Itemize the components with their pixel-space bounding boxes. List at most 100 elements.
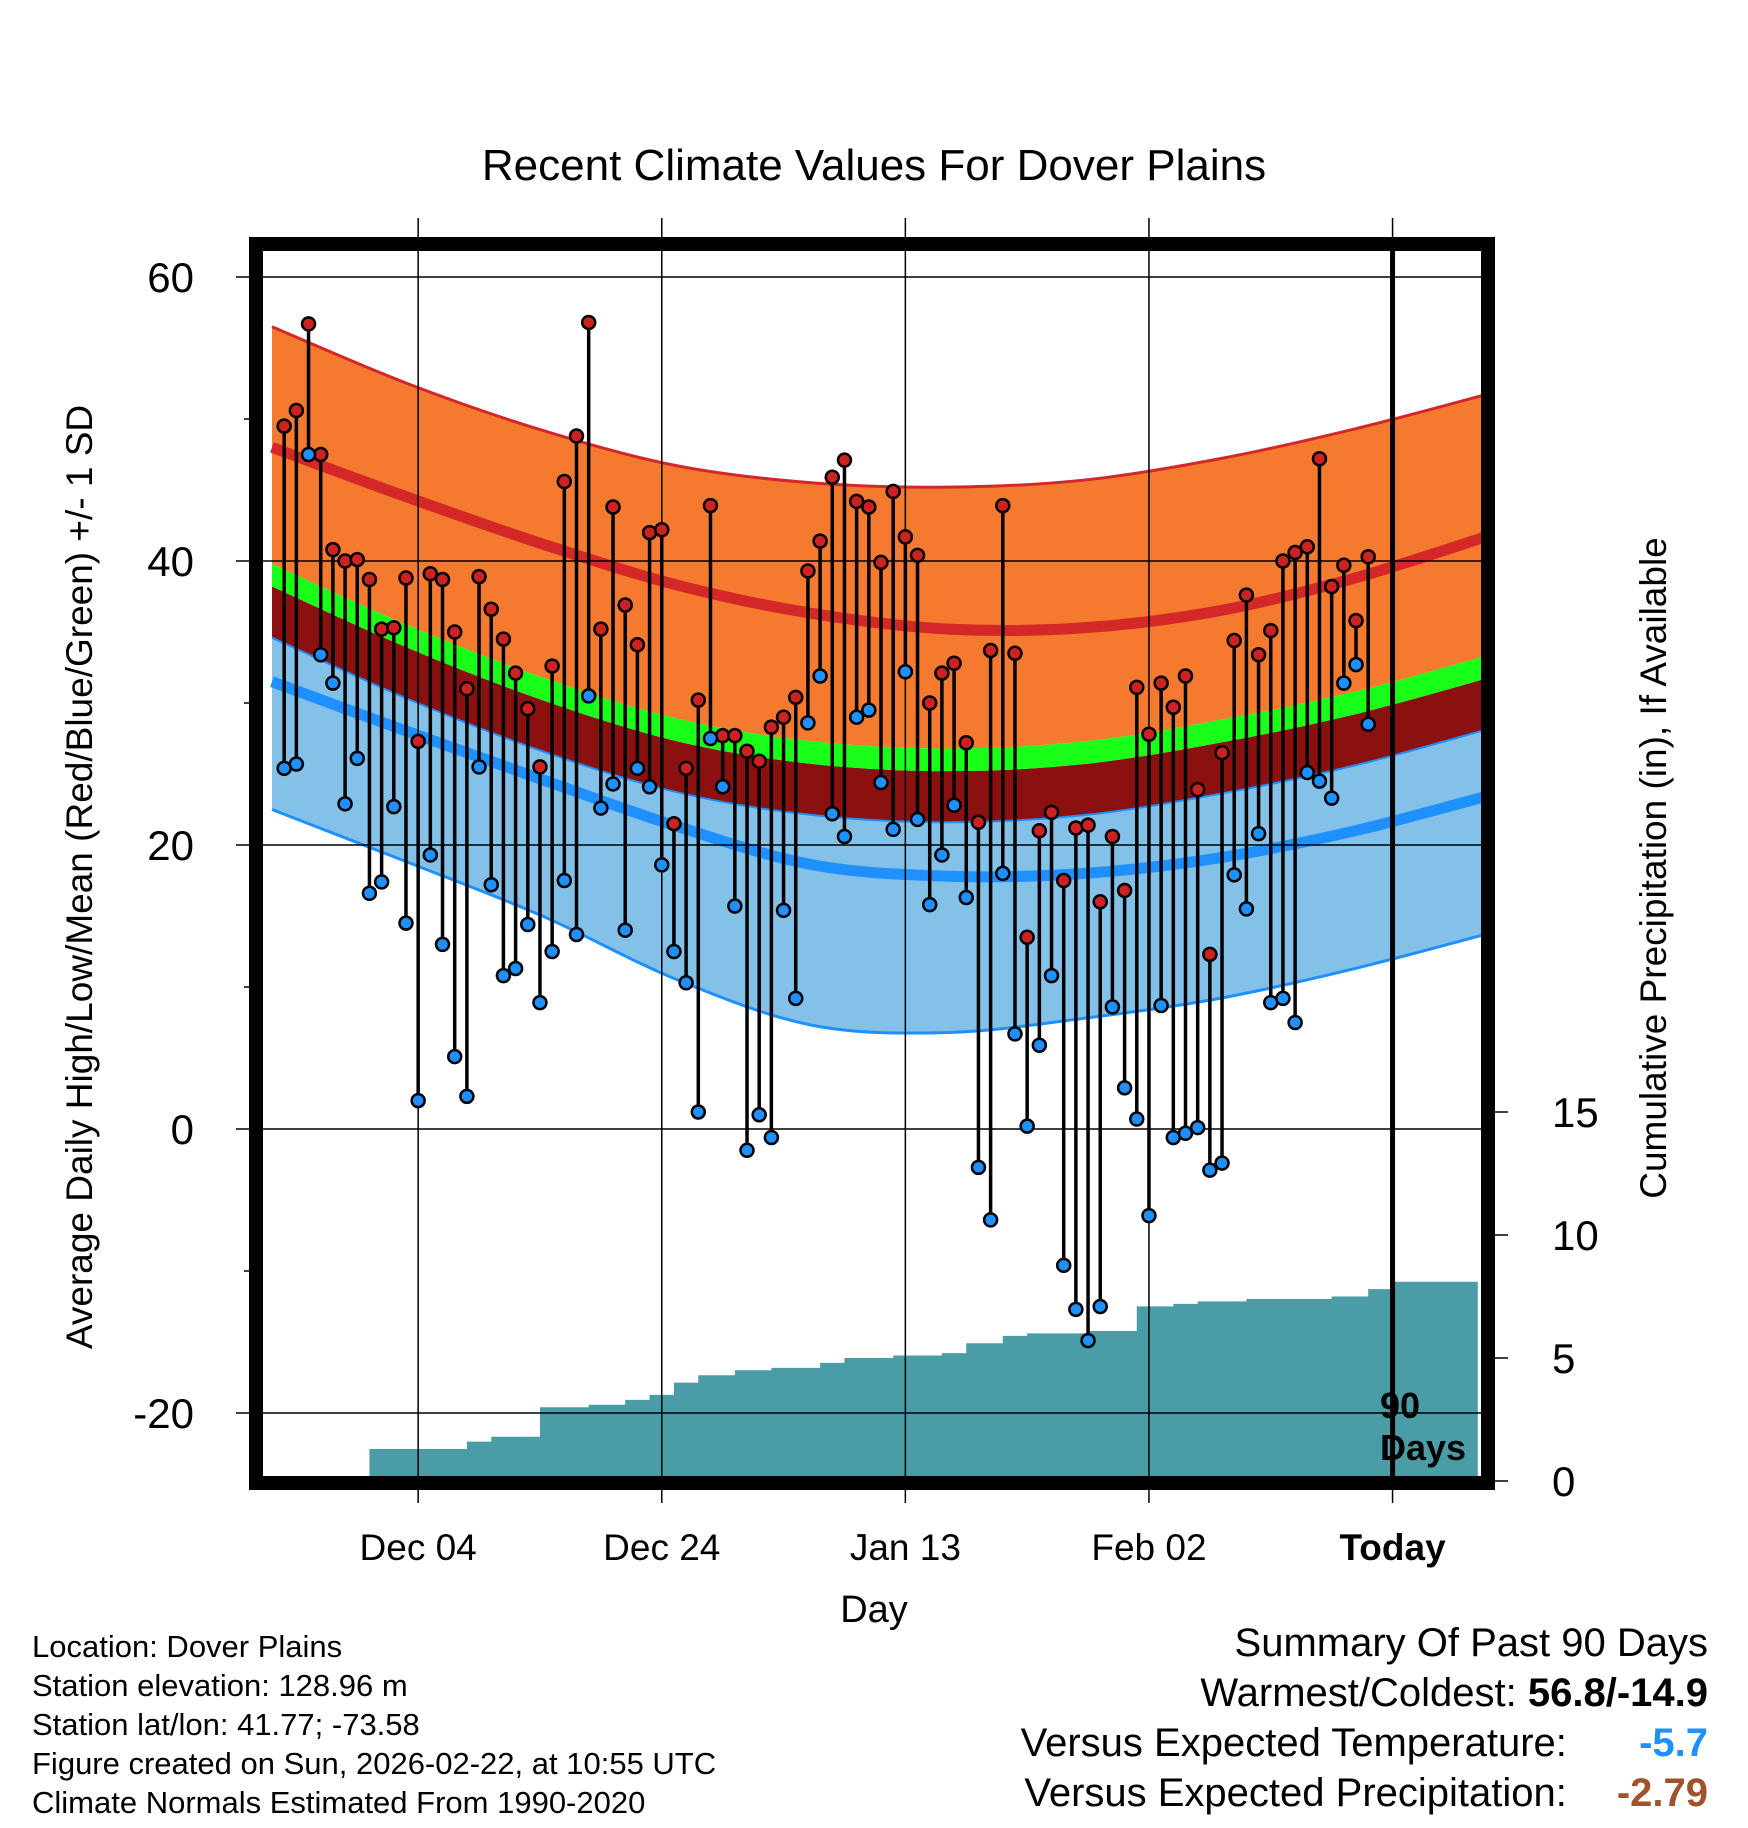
low-point xyxy=(995,865,1011,882)
daily-points xyxy=(276,314,1376,1349)
low-point xyxy=(507,960,524,977)
high-point xyxy=(300,316,317,332)
high-point xyxy=(617,597,633,613)
summary-heading: Summary Of Past 90 Days xyxy=(1234,1621,1708,1665)
high-point xyxy=(824,469,841,485)
high-point xyxy=(982,642,999,659)
high-point xyxy=(580,314,597,331)
high-point xyxy=(471,568,487,585)
low-point xyxy=(982,1212,999,1228)
high-point xyxy=(1263,622,1279,639)
low-point xyxy=(495,967,512,984)
low-point xyxy=(824,806,841,822)
high-point xyxy=(641,524,658,541)
plot-frame xyxy=(249,237,1495,1490)
high-point xyxy=(325,541,341,558)
chart-title: Recent Climate Values For Dover Plains xyxy=(482,141,1266,190)
high-point xyxy=(739,743,755,760)
plot-border xyxy=(249,237,1495,1490)
low-point xyxy=(580,688,597,704)
low-point xyxy=(300,446,317,463)
low-point xyxy=(1153,997,1169,1014)
x-tick-label: Dec 24 xyxy=(603,1527,720,1568)
low-point xyxy=(446,1048,463,1065)
high-point xyxy=(1238,587,1255,603)
high-point xyxy=(897,529,914,545)
high-point xyxy=(1299,539,1316,555)
low-point xyxy=(873,774,889,791)
low-point xyxy=(1348,656,1364,673)
high-normal-line xyxy=(270,442,1492,637)
x-tick-label: Jan 13 xyxy=(850,1527,961,1568)
low-point xyxy=(544,943,560,960)
high-point xyxy=(507,665,524,681)
low-point xyxy=(836,828,853,845)
low-point xyxy=(325,675,341,691)
high-upper-line xyxy=(271,325,1491,489)
high-point xyxy=(1055,872,1072,889)
low-point xyxy=(1336,675,1352,691)
low-point xyxy=(471,759,487,775)
low-point xyxy=(800,715,816,731)
y-axis-label: Average Daily High/Low/Mean (Red/Blue/Gr… xyxy=(59,405,100,1349)
high-point xyxy=(459,681,475,697)
low-point xyxy=(1068,1301,1084,1318)
low-point xyxy=(361,885,378,902)
high-point xyxy=(520,700,536,717)
low-point xyxy=(1031,1037,1048,1053)
high-point xyxy=(970,814,987,831)
today-days-label: Days xyxy=(1380,1427,1466,1468)
high-point xyxy=(787,689,804,706)
latlon-text: Station lat/lon: 41.77; -73.58 xyxy=(32,1707,420,1742)
location-text: Location: Dover Plains xyxy=(32,1629,343,1664)
high-point xyxy=(654,522,670,538)
warm-cold-value: 56.8/-14.9 xyxy=(1527,1671,1708,1715)
low-point xyxy=(459,1088,475,1105)
low-point xyxy=(1104,999,1121,1015)
low-point xyxy=(1141,1207,1157,1224)
x-tick-label: Today xyxy=(1339,1527,1446,1568)
low-point xyxy=(897,664,914,680)
high-point xyxy=(909,547,926,564)
y-tick-label: -20 xyxy=(133,1390,194,1437)
low-point xyxy=(605,776,621,792)
high-point xyxy=(568,428,585,444)
high-point xyxy=(934,665,950,681)
low-point xyxy=(921,896,938,913)
temp-value: -5.7 xyxy=(1639,1721,1708,1765)
high-point xyxy=(1202,946,1218,963)
low-point xyxy=(1214,1155,1230,1171)
low-point xyxy=(1189,1119,1206,1136)
low-point xyxy=(532,994,548,1011)
high-point xyxy=(1141,726,1157,742)
high-point xyxy=(1031,823,1048,839)
y2-tick-label: 15 xyxy=(1552,1089,1599,1136)
precip-area-shape xyxy=(272,1281,1478,1481)
high-point xyxy=(1214,744,1230,761)
low-point xyxy=(617,922,633,938)
high-point xyxy=(593,621,609,637)
low-point xyxy=(1311,773,1328,789)
high-point xyxy=(373,621,390,637)
low-point xyxy=(946,797,962,813)
low-point xyxy=(641,779,658,795)
low-point xyxy=(1287,1014,1303,1031)
high-point xyxy=(276,418,292,434)
high-point xyxy=(1360,548,1376,565)
station-info: Location: Dover Plains Station elevation… xyxy=(32,1627,716,1822)
high-point xyxy=(361,571,378,588)
high-point xyxy=(812,533,828,549)
high-point xyxy=(446,624,463,640)
high-point xyxy=(1250,646,1267,663)
high-point xyxy=(544,658,560,674)
low-point xyxy=(1250,825,1267,842)
low-point xyxy=(775,902,792,919)
low-point xyxy=(337,796,353,812)
low-point xyxy=(422,847,439,863)
precip-area xyxy=(272,1281,1478,1481)
low-point xyxy=(1043,967,1060,984)
y-tick-label: 20 xyxy=(147,822,194,869)
low-point xyxy=(714,779,731,795)
low-point xyxy=(520,916,536,933)
low-point xyxy=(654,857,670,873)
